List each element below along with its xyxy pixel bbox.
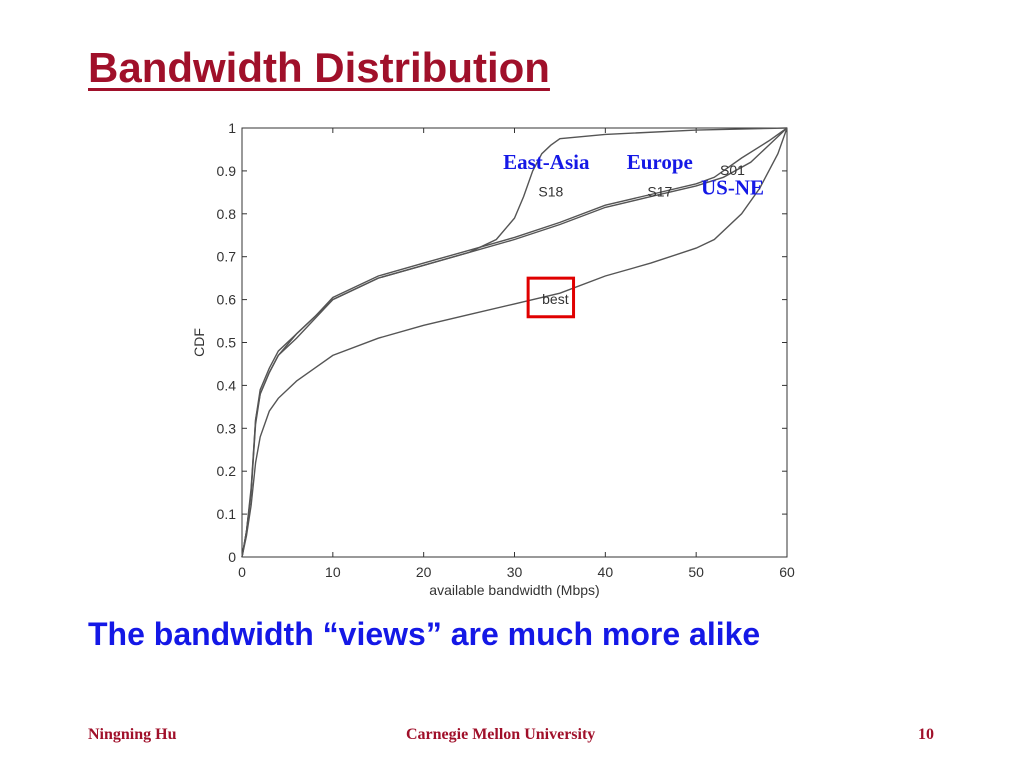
footer-author: Ningning Hu (88, 726, 177, 743)
series-line-s01 (241, 127, 788, 558)
x-axis-label: available bandwidth (Mbps) (429, 582, 599, 598)
x-tick-label: 60 (779, 564, 795, 580)
x-tick-label: 0 (238, 564, 246, 580)
highlight-box (526, 276, 576, 319)
y-tick-label: 0 (228, 549, 236, 565)
y-tick-label: 0.7 (217, 249, 237, 265)
curve-label-s18: S18 (538, 184, 563, 200)
slide-title: Bandwidth Distribution (88, 44, 550, 91)
y-axis-label: CDF (191, 328, 207, 357)
curve-label-s17: S17 (647, 184, 672, 200)
cdf-chart-svg: 0 10 20 30 40 50 60 0 0.1 0.2 0.3 0.4 0.5 0.6 0.7 0.8 0.… (191, 120, 795, 598)
x-tick-label: 10 (325, 564, 341, 580)
series-line-best (241, 127, 788, 558)
x-tick-label: 50 (688, 564, 704, 580)
x-tick-label: 30 (507, 564, 523, 580)
overlay-label-east-asia: East-Asia (503, 150, 590, 174)
overlay-label-europe: Europe (627, 150, 693, 174)
curve-label-best: best (542, 291, 569, 307)
y-tick-label: 1 (228, 120, 236, 136)
slide-caption: The bandwidth “views” are much more alik… (88, 616, 761, 652)
y-tick-label: 0.5 (217, 335, 237, 351)
y-tick-label: 0.4 (217, 377, 237, 393)
cdf-chart: 0 10 20 30 40 50 60 0 0.1 0.2 0.3 0.4 0.5 0.6 0.7 0.8 0.… (180, 110, 820, 610)
y-tick-label: 0.3 (217, 420, 237, 436)
y-tick-label: 0.9 (217, 163, 237, 179)
curve-label-s01: S01 (720, 162, 745, 178)
footer-page-number: 10 (918, 726, 934, 743)
footer-institution: Carnegie Mellon University (406, 726, 596, 743)
overlay-label-us-ne: US-NE (701, 175, 764, 199)
y-tick-label: 0.2 (217, 463, 237, 479)
y-tick-label: 0.8 (217, 206, 237, 222)
y-tick-label: 0.6 (217, 292, 237, 308)
x-tick-label: 40 (598, 564, 614, 580)
x-tick-label: 20 (416, 564, 432, 580)
y-tick-label: 0.1 (217, 506, 237, 522)
